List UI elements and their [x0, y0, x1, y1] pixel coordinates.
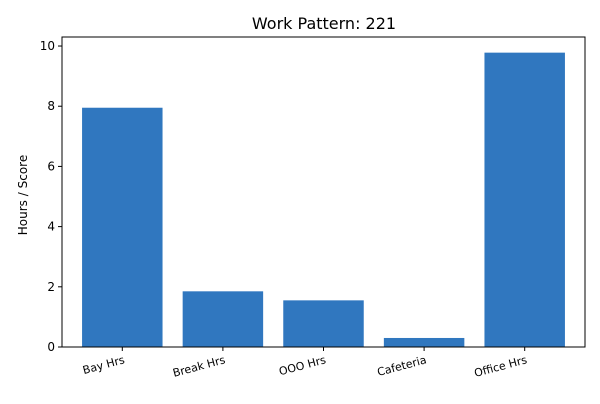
- bar-break-hrs: [182, 291, 264, 347]
- y-tick-label: 2: [47, 280, 55, 294]
- bar-cafeteria: [383, 337, 465, 347]
- bar-office-hrs: [484, 52, 565, 348]
- x-tick-label: Office Hrs: [473, 353, 529, 380]
- y-tick-label: 0: [47, 340, 55, 354]
- bars: [82, 52, 565, 348]
- plot-frame: [61, 36, 586, 348]
- bar-bay-hrs: [82, 107, 163, 347]
- bar-ooo-hrs: [283, 300, 364, 347]
- y-axis-label: Hours / Score: [16, 155, 30, 235]
- y-axis-ticks: 0 2 4 6 8 10: [40, 39, 62, 354]
- y-tick-label: 8: [47, 99, 55, 113]
- x-tick-label: Cafeteria: [376, 353, 428, 379]
- x-axis-ticks: Bay Hrs Break Hrs OOO Hrs Cafeteria Office H…: [81, 347, 529, 380]
- x-tick-label: Bay Hrs: [81, 353, 126, 377]
- y-tick-label: 10: [40, 39, 55, 53]
- x-tick-label: OOO Hrs: [278, 353, 328, 378]
- y-tick-label: 6: [47, 159, 55, 173]
- y-tick-label: 4: [47, 220, 55, 234]
- x-tick-label: Break Hrs: [171, 353, 227, 380]
- chart-title: Work Pattern: 221: [252, 14, 396, 33]
